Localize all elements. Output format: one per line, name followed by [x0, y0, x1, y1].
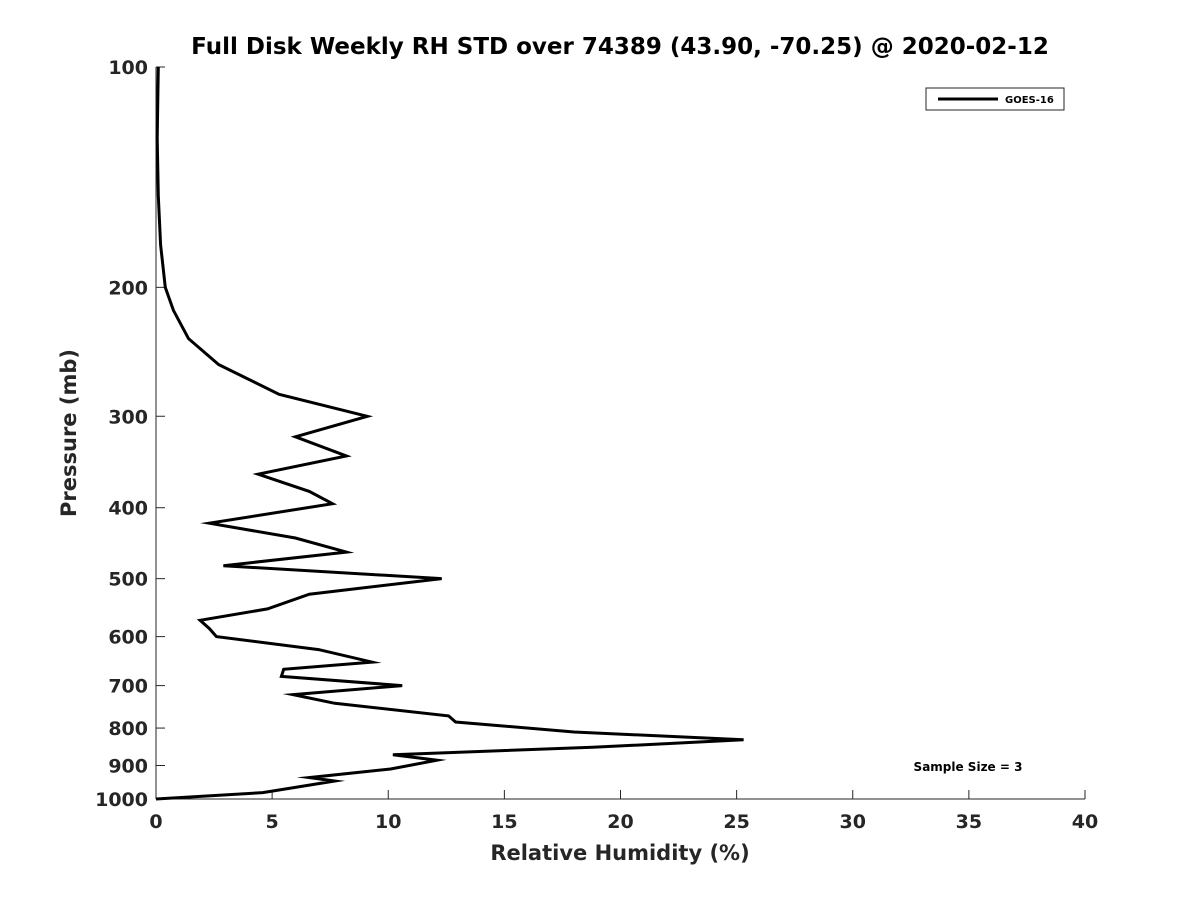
y-tick-label: 900	[108, 756, 148, 778]
chart-legend: GOES-16	[925, 87, 1065, 111]
y-tick-label: 1000	[95, 789, 148, 811]
y-tick-label: 300	[108, 406, 148, 428]
x-tick-label: 5	[266, 811, 279, 833]
x-tick-label: 20	[607, 811, 633, 833]
y-tick-label: 400	[108, 498, 148, 520]
plot-axes	[155, 67, 1085, 800]
series-line-goes-16	[155, 66, 744, 801]
x-tick-label: 10	[375, 811, 401, 833]
x-tick-label: 25	[723, 811, 749, 833]
y-tick-label: 100	[108, 57, 148, 79]
x-tick-label: 30	[840, 811, 866, 833]
sample-size-annotation: Sample Size = 3	[914, 760, 1023, 774]
x-tick-label: 40	[1072, 811, 1098, 833]
legend-label-goes-16: GOES-16	[1005, 95, 1054, 106]
y-tick-label: 800	[108, 718, 148, 740]
x-axis-ticks: 0 5 10 15 20 25 30 35 40	[149, 790, 1098, 833]
x-axis-label: Relative Humidity (%)	[490, 841, 749, 865]
y-tick-label: 600	[108, 627, 148, 649]
y-tick-label: 200	[108, 277, 148, 299]
chart-title: Full Disk Weekly RH STD over 74389 (43.9…	[191, 34, 1049, 60]
y-axis-ticks: 100 200 300 400 500 600 700 800 900 1000	[95, 57, 165, 811]
y-axis-label: Pressure (mb)	[57, 349, 81, 517]
x-tick-label: 15	[491, 811, 517, 833]
y-tick-label: 700	[108, 676, 148, 698]
x-tick-label: 35	[956, 811, 982, 833]
data-series	[155, 66, 744, 801]
x-tick-label: 0	[149, 811, 162, 833]
y-tick-label: 500	[108, 569, 148, 591]
